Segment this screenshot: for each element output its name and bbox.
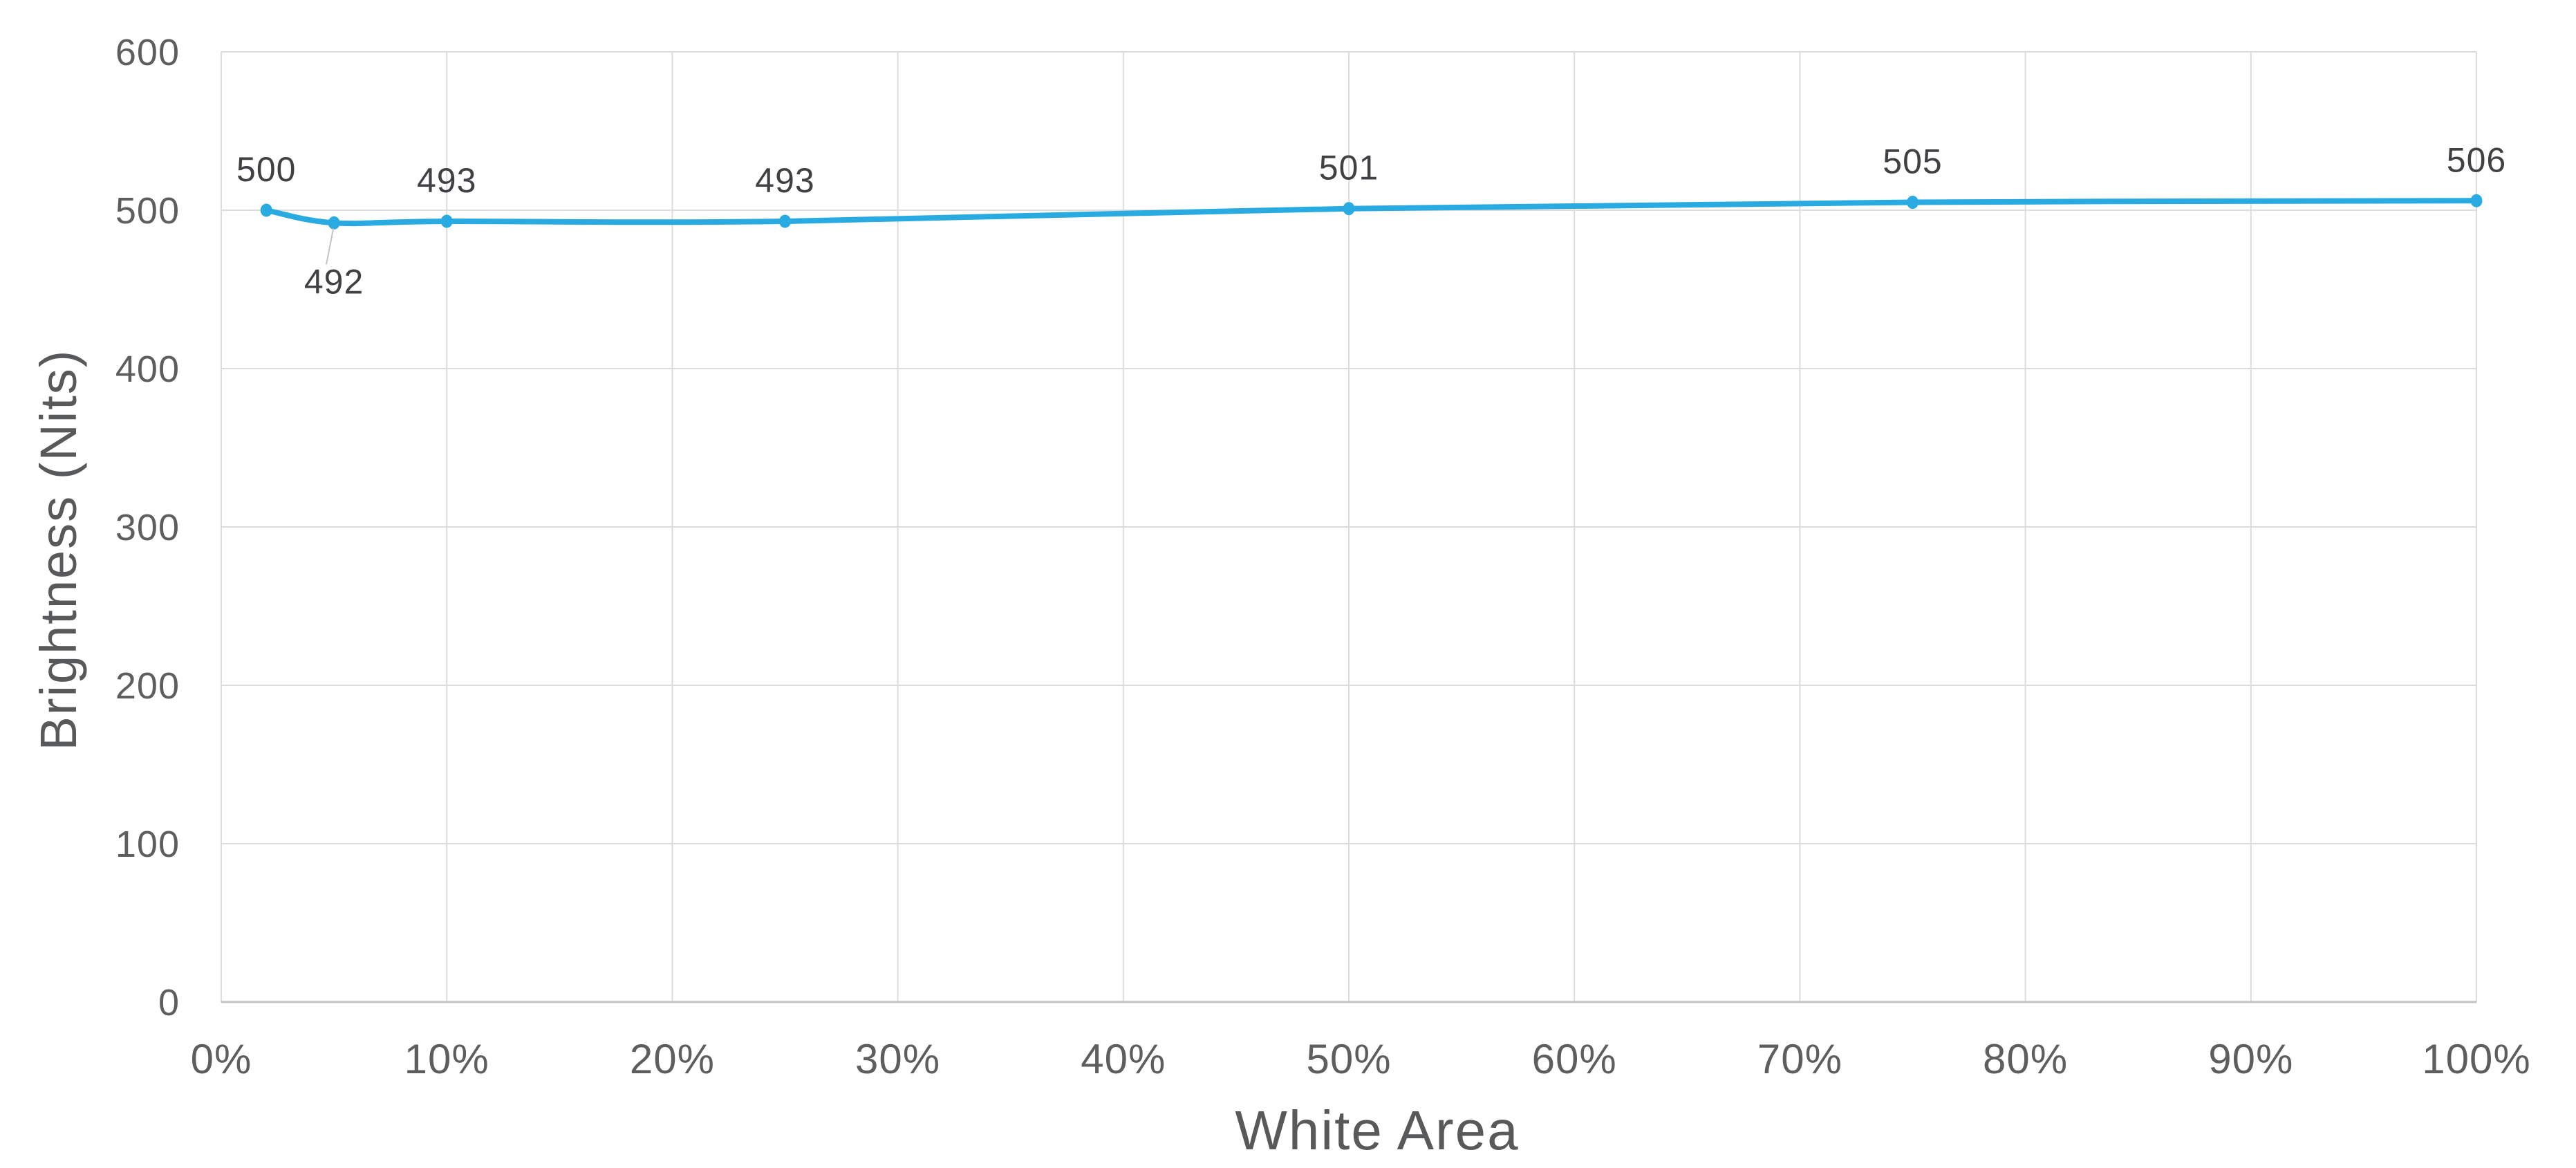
x-tick-label: 60% (1532, 1036, 1617, 1082)
y-tick-label: 200 (115, 665, 180, 707)
x-tick-label: 90% (2208, 1036, 2293, 1082)
data-point-label: 492 (304, 262, 364, 301)
x-tick-label: 0% (191, 1036, 252, 1082)
x-tick-label: 80% (1983, 1036, 2068, 1082)
data-series (260, 194, 2483, 230)
x-axis-title: White Area (1235, 1100, 1519, 1161)
x-tick-label: 40% (1081, 1036, 1166, 1082)
y-axis-title: Brightness (Nits) (30, 349, 87, 751)
x-tick-label: 20% (630, 1036, 715, 1082)
x-tick-label: 10% (404, 1036, 489, 1082)
x-tick-label: 100% (2422, 1036, 2530, 1082)
data-point-label: 506 (2447, 140, 2506, 179)
tick-labels: 0 100 200 300 400 500 600 0% 10% 20% 30% 40% 50% 60% 7… (115, 32, 2530, 1082)
data-point-marker (328, 216, 340, 230)
series-line (263, 198, 2479, 227)
data-point-label: 500 (236, 150, 296, 189)
y-tick-label: 500 (115, 190, 180, 232)
data-point-label: 505 (1883, 142, 1942, 181)
data-point-label: 493 (755, 161, 814, 200)
data-point-label: 501 (1319, 149, 1379, 187)
data-point-marker (440, 214, 453, 228)
data-point-marker (1907, 196, 1919, 210)
x-tick-label: 30% (855, 1036, 940, 1082)
data-point-marker (260, 203, 272, 217)
data-point-marker (2470, 194, 2483, 207)
data-point-marker (1343, 202, 1355, 216)
x-tick-label: 50% (1306, 1036, 1391, 1082)
y-tick-label: 300 (115, 507, 180, 548)
data-point-labels: 500 492 493 493 501 505 506 (236, 140, 2506, 301)
y-tick-label: 0 (158, 982, 180, 1023)
y-tick-label: 100 (115, 824, 180, 865)
y-tick-label: 600 (115, 32, 180, 73)
label-leader-line (326, 228, 335, 265)
data-point-label: 493 (417, 161, 476, 200)
gridlines (221, 51, 2477, 1002)
y-tick-label: 400 (115, 349, 180, 390)
data-point-marker (779, 214, 791, 228)
x-tick-label: 70% (1757, 1036, 1842, 1082)
